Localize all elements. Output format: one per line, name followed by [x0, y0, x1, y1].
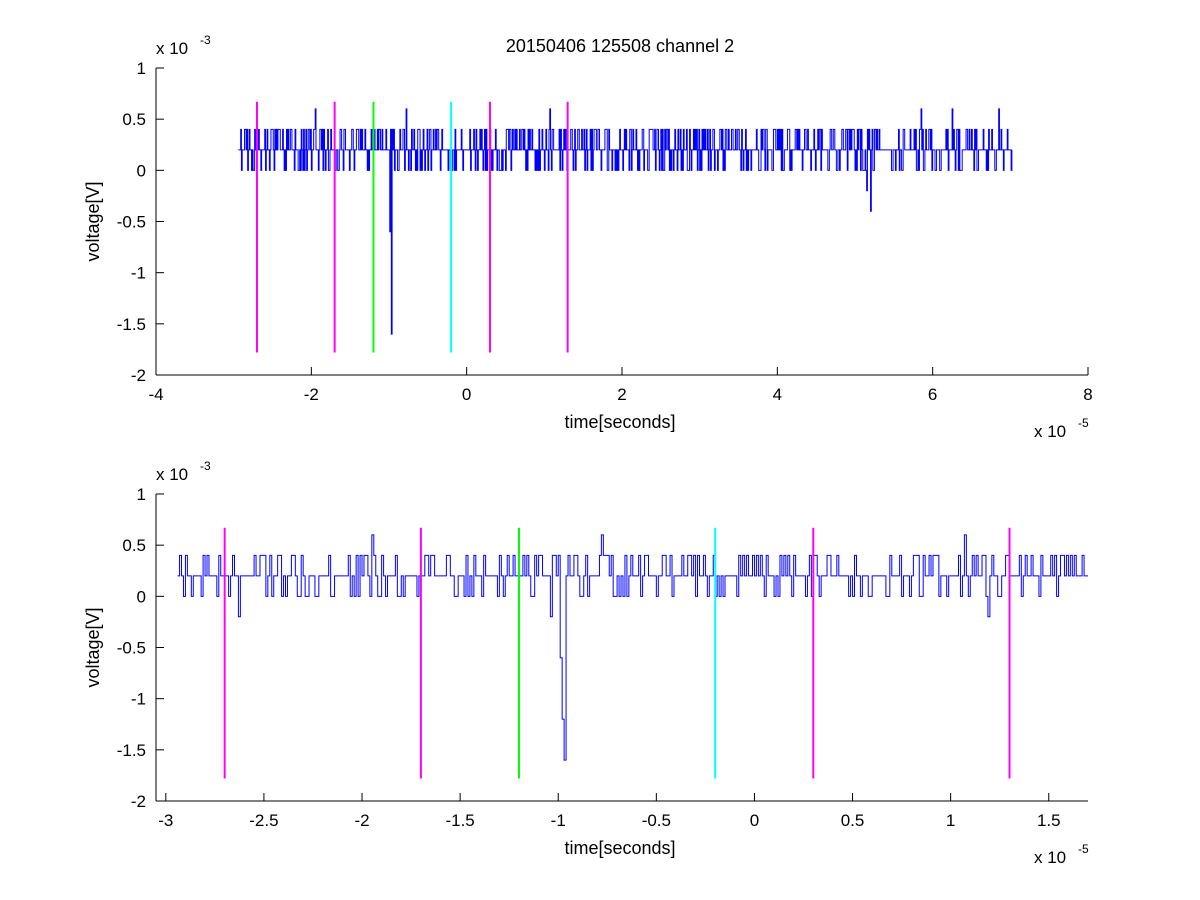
chart-title: 20150406 125508 channel 2: [506, 36, 734, 56]
x-tick-label: -1.5: [445, 811, 474, 830]
x-axis-label: time[seconds]: [564, 838, 675, 858]
bottom-plot: -3 -2.5 -2 -1.5 -1 -0.5 0 0.5 1 1.5 1 0.5 0 -0.5 -1 -1.…: [83, 459, 1089, 867]
y-exponent-power: -3: [200, 459, 211, 473]
y-exponent-power: -3: [200, 33, 211, 47]
y-tick-label: 1: [137, 59, 146, 78]
x-exponent-power: -5: [1078, 416, 1089, 430]
x-tick-label: 2: [617, 385, 626, 404]
y-tick-label: 1: [137, 485, 146, 504]
x-axis-label: time[seconds]: [564, 412, 675, 432]
x-tick-label: 0: [462, 385, 471, 404]
x-tick-label: -1: [551, 811, 566, 830]
y-exponent-label: x 10: [156, 39, 188, 58]
signal-trace: [177, 534, 1088, 761]
y-tick-label: -1.5: [117, 315, 146, 334]
x-tick-label: 8: [1083, 385, 1092, 404]
y-axis-label: voltage[V]: [83, 181, 103, 261]
y-tick-label: -1: [131, 264, 146, 283]
y-tick-label: -0.5: [117, 213, 146, 232]
x-exponent-label: x 10: [1034, 422, 1066, 441]
x-tick-label: 6: [928, 385, 937, 404]
x-tick-label: -2: [354, 811, 369, 830]
y-tick-label: -2: [131, 366, 146, 385]
x-tick-label: 1: [946, 811, 955, 830]
y-tick-label: 0.5: [122, 536, 146, 555]
y-tick-label: 0.5: [122, 110, 146, 129]
x-tick-label: 1.5: [1037, 811, 1061, 830]
x-tick-label: -0.5: [642, 811, 671, 830]
x-exponent-power: -5: [1078, 842, 1089, 856]
x-tick-label: 0: [750, 811, 759, 830]
top-plot: -4 -2 0 2 4 6 810.50-0.5-1-1.5-2time[seconds]v…: [83, 33, 1093, 441]
y-exponent-label: x 10: [156, 465, 188, 484]
x-tick-label: -2.5: [249, 811, 278, 830]
x-tick-label: 4: [773, 385, 782, 404]
x-tick-label: -3: [158, 811, 173, 830]
y-tick-label: -0.5: [117, 639, 146, 658]
x-exponent-label: x 10: [1034, 848, 1066, 867]
y-tick-label: 0: [137, 161, 146, 180]
x-tick-label: -2: [304, 385, 319, 404]
y-tick-label: -2: [131, 792, 146, 811]
x-tick-label: 0.5: [841, 811, 865, 830]
y-tick-label: -1.5: [117, 741, 146, 760]
y-tick-label: 0: [137, 587, 146, 606]
x-tick-label: -4: [148, 385, 163, 404]
signal-trace: [238, 108, 1013, 335]
y-tick-label: -1: [131, 690, 146, 709]
y-axis-label: voltage[V]: [83, 607, 103, 687]
